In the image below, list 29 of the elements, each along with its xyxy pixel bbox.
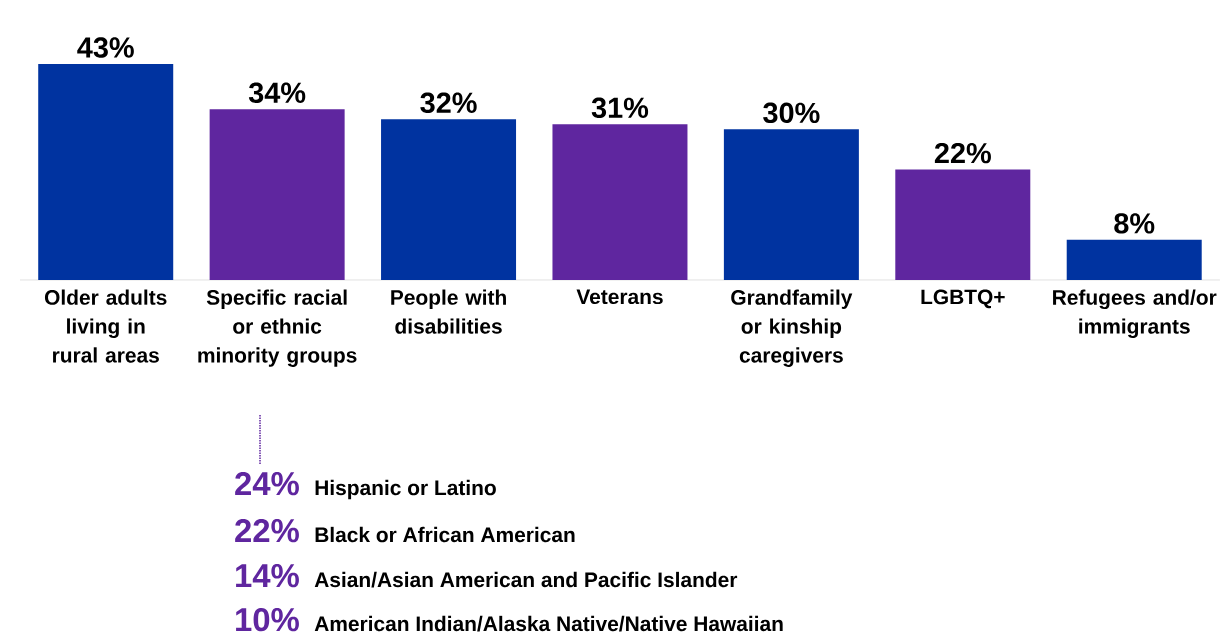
x-tick-label: LGBTQ+ [921,289,1005,309]
data-label: 32% [420,92,477,114]
text: American Indian/Alaska Native/Native Hawaiian [314,615,783,632]
x-tick-label: Grandfamily or kinship caregivers [731,289,853,367]
text: 14% [236,564,299,588]
x-tick-label: People with disabilities [391,289,506,334]
data-label: 34% [248,82,306,103]
text: Asian/Asian American and Pacific Islander [314,571,738,588]
x-tick-label: Veterans [576,289,663,305]
bar [209,109,345,280]
bar [38,63,174,280]
x-tick-label: Refugees and/or immigrants [1053,289,1217,338]
data-label: 22% [934,142,991,164]
bar [895,169,1031,280]
x-tick-label: Specific racial or ethnic minority groups [198,289,357,367]
data-label: 8% [1114,213,1155,234]
text: Black or African American [315,526,575,543]
bar [381,119,517,280]
data-label: 30% [763,102,820,124]
text: Hispanic or Latino [315,479,496,500]
data-label: 31% [591,97,649,119]
text: 22% [235,519,299,543]
text: 10% [236,608,299,632]
text: 24% [235,472,299,496]
bar [723,129,859,280]
bar [552,124,688,280]
data-label: 43% [77,37,134,58]
bar [1066,239,1202,280]
x-tick-label: Older adults living in rural areas [44,289,167,363]
